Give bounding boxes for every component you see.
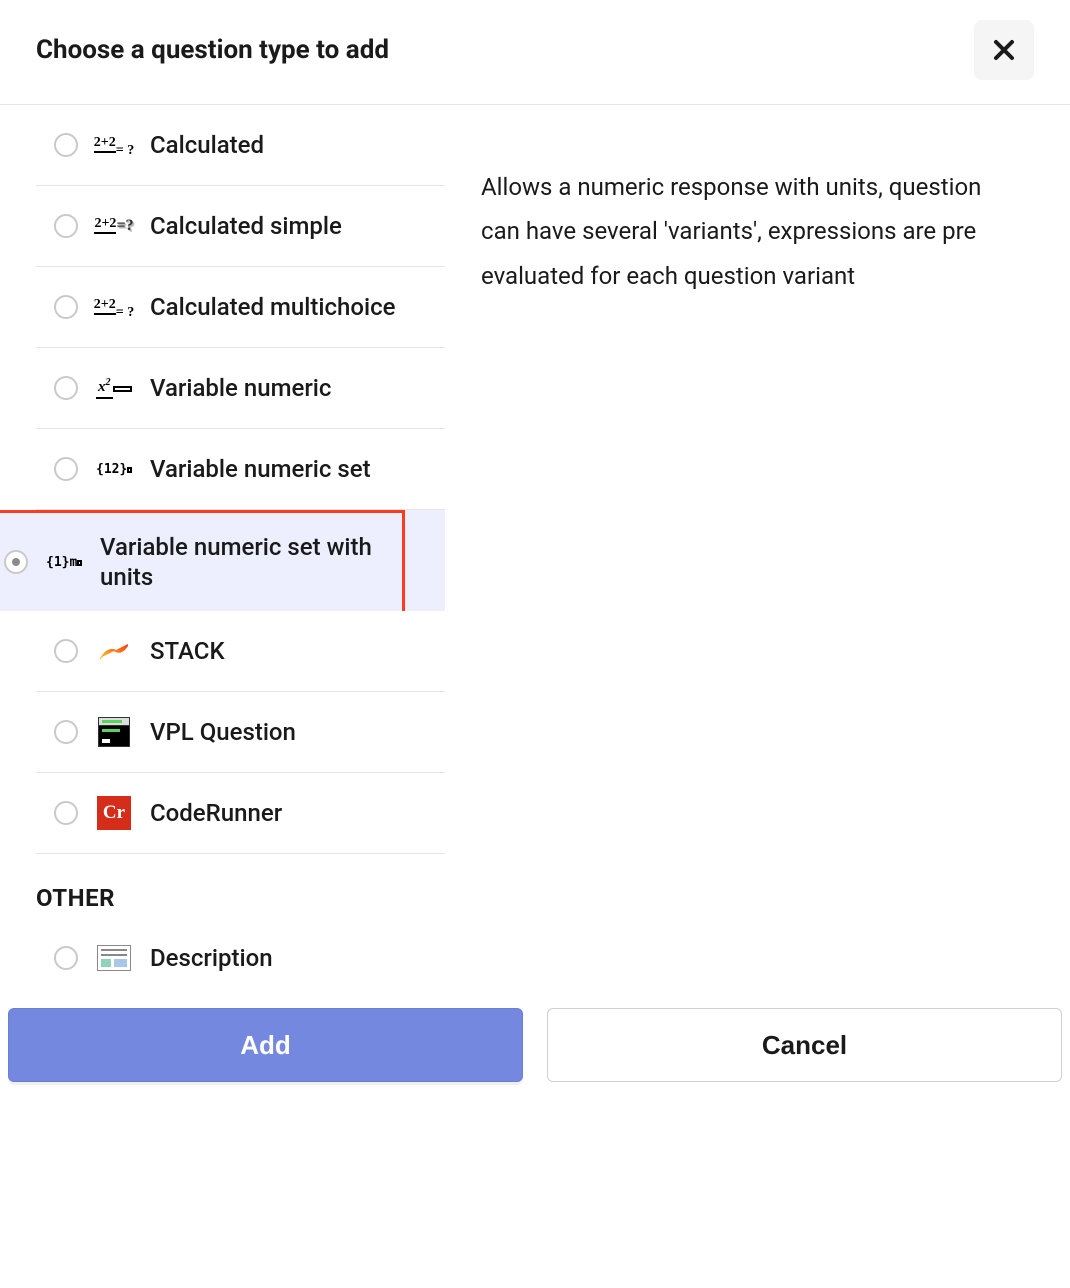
option-variable-numeric[interactable]: x2 Variable numeric bbox=[36, 348, 445, 429]
calculated-simple-icon: 2+2=? bbox=[96, 208, 132, 244]
radio[interactable] bbox=[54, 214, 78, 238]
variable-numeric-set-icon: {12} bbox=[96, 451, 132, 487]
option-label: Variable numeric bbox=[150, 373, 331, 403]
radio[interactable] bbox=[54, 376, 78, 400]
selected-type-description: Allows a numeric response with units, qu… bbox=[481, 165, 1020, 298]
radio[interactable] bbox=[54, 457, 78, 481]
variable-numeric-icon: x2 bbox=[96, 370, 132, 406]
option-label: Calculated simple bbox=[150, 211, 342, 241]
radio[interactable] bbox=[54, 639, 78, 663]
option-label: CodeRunner bbox=[150, 798, 282, 828]
radio[interactable] bbox=[54, 946, 78, 970]
option-label: STACK bbox=[150, 636, 225, 666]
radio[interactable] bbox=[54, 801, 78, 825]
option-calculated-multichoice[interactable]: 2+2= ? Calculated multichoice bbox=[36, 267, 445, 348]
vpl-icon bbox=[96, 714, 132, 750]
option-label: Variable numeric set with units bbox=[100, 532, 384, 592]
modal-title: Choose a question type to add bbox=[36, 35, 389, 65]
option-label: Variable numeric set bbox=[150, 454, 371, 484]
description-panel: Allows a numeric response with units, qu… bbox=[445, 105, 1070, 998]
close-icon bbox=[993, 32, 1015, 69]
variable-numeric-set-units-icon: {1}m bbox=[46, 544, 82, 580]
option-label: Calculated multichoice bbox=[150, 292, 395, 322]
option-calculated[interactable]: 2+2= ? Calculated bbox=[36, 105, 445, 186]
close-button[interactable] bbox=[974, 20, 1034, 80]
option-stack[interactable]: STACK bbox=[36, 611, 445, 692]
option-label: VPL Question bbox=[150, 717, 296, 747]
option-variable-numeric-set[interactable]: {12} Variable numeric set bbox=[36, 429, 445, 510]
calculated-icon: 2+2= ? bbox=[96, 127, 132, 163]
option-calculated-simple[interactable]: 2+2=? Calculated simple bbox=[36, 186, 445, 267]
cancel-button[interactable]: Cancel bbox=[547, 1008, 1062, 1082]
radio[interactable] bbox=[54, 295, 78, 319]
option-vpl-question[interactable]: VPL Question bbox=[36, 692, 445, 773]
add-button[interactable]: Add bbox=[8, 1008, 523, 1082]
option-description[interactable]: Description bbox=[36, 918, 445, 998]
option-label: Description bbox=[150, 943, 273, 973]
calculated-multichoice-icon: 2+2= ? bbox=[96, 289, 132, 325]
radio[interactable] bbox=[4, 550, 28, 574]
description-icon bbox=[96, 940, 132, 976]
option-coderunner[interactable]: Cr CodeRunner bbox=[36, 773, 445, 854]
option-label: Calculated bbox=[150, 130, 264, 160]
section-header-other: OTHER bbox=[36, 854, 445, 918]
modal-footer: Add Cancel bbox=[0, 998, 1070, 1106]
modal-header: Choose a question type to add bbox=[0, 0, 1070, 105]
option-variable-numeric-set-units[interactable]: {1}m Variable numeric set with units bbox=[0, 510, 405, 611]
radio[interactable] bbox=[54, 133, 78, 157]
selected-option-wrapper: {1}m Variable numeric set with units bbox=[0, 510, 445, 611]
radio[interactable] bbox=[54, 720, 78, 744]
coderunner-icon: Cr bbox=[96, 795, 132, 831]
stack-icon bbox=[96, 633, 132, 669]
question-type-list: 2+2= ? Calculated 2+2=? Calculated simpl… bbox=[0, 105, 445, 998]
modal-body: 2+2= ? Calculated 2+2=? Calculated simpl… bbox=[0, 105, 1070, 998]
